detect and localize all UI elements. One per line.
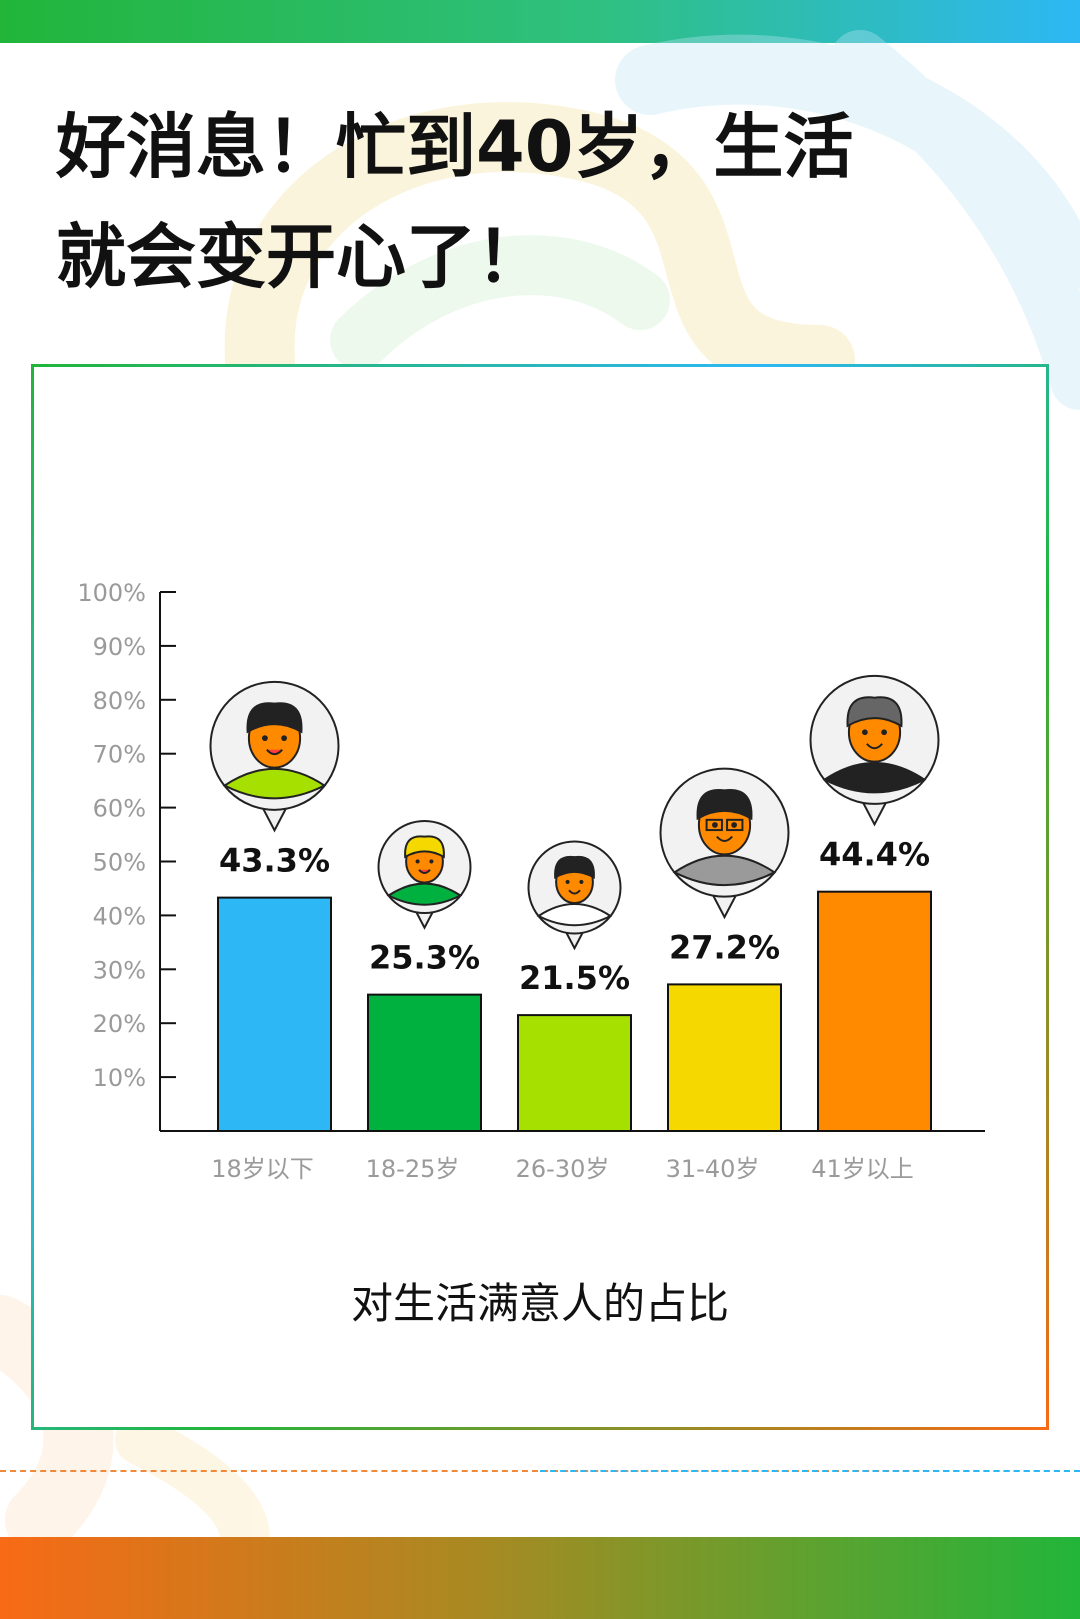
glasses-man-avatar-icon [659,767,790,920]
y-tick-label: 40% [93,902,146,930]
y-tick-label: 20% [93,1010,146,1038]
x-tick-label: 18岁以下 [211,1155,314,1183]
value-label: 43.3% [219,842,330,880]
value-label: 21.5% [519,959,630,997]
value-label: 25.3% [369,939,480,977]
young-adult-avatar-icon [527,840,622,951]
bar [217,896,332,1132]
boy-avatar-icon [209,680,340,833]
y-tick-label: 90% [93,633,146,661]
x-tick-label: 26-30岁 [516,1155,610,1183]
x-tick-label: 41岁以上 [811,1155,914,1183]
older-man-avatar-icon [809,674,940,827]
x-tick-label: 31-40岁 [666,1155,760,1183]
y-tick-label: 100% [77,579,146,607]
youth-avatar-icon [377,819,472,930]
value-label: 27.2% [669,928,780,966]
dashed-divider-right [540,1470,1080,1472]
y-tick-label: 50% [93,849,146,877]
page-title: 好消息！忙到40岁，生活 就会变开心了！ [56,92,956,312]
bottom-gradient-band [0,1537,1080,1619]
chart-title: 对生活满意人的占比 [350,1279,729,1328]
bar [817,890,932,1133]
x-tick-label: 18-25岁 [366,1155,460,1183]
title-line-1: 好消息！忙到40岁，生活 [56,106,854,188]
top-gradient-band [0,0,1080,43]
bar [667,983,782,1133]
title-line-2: 就会变开心了！ [56,216,546,298]
bar [367,993,482,1132]
bar [517,1014,632,1132]
y-tick-label: 30% [93,956,146,984]
value-label: 44.4% [819,836,930,874]
y-tick-label: 10% [93,1064,146,1092]
y-tick-label: 80% [93,687,146,715]
y-tick-label: 60% [93,795,146,823]
y-tick-label: 70% [93,741,146,769]
